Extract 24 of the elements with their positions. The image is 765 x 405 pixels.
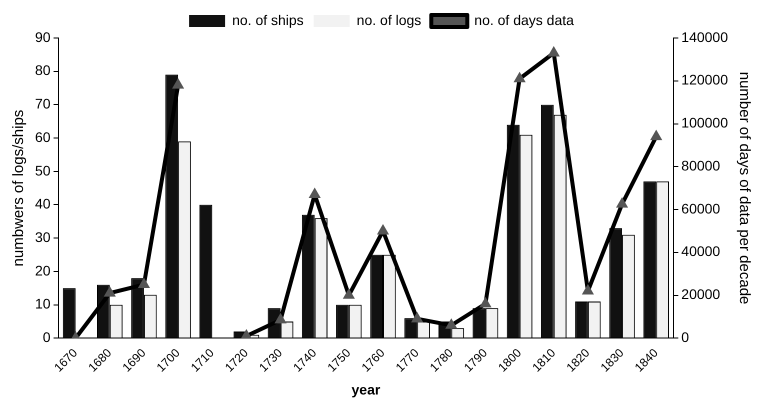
y2-tick-label: 40000 [681,243,720,260]
y2-tick-label: 120000 [681,72,728,88]
legend-label: no. of ships [232,12,304,28]
y-tick-label: 50 [34,162,51,178]
legend-label: no. of days data [474,12,574,28]
x-axis-title: year [352,381,381,398]
y-tick-label: 30 [34,228,51,245]
y-tick-label: 40 [34,196,51,212]
y-tick-label: 0 [42,329,51,345]
y-tick-label: 80 [34,62,51,78]
y2-tick-label: 20000 [681,286,720,302]
y2-tick-label: 140000 [681,28,728,45]
y2-axis-title: number of days of data per decade [736,72,753,304]
y2-tick-label: 80000 [681,157,720,174]
y-tick-label: 10 [34,296,51,312]
y2-tick-label: 60000 [681,200,720,216]
y2-tick-label: 0 [681,329,690,345]
y-tick-label: 20 [34,262,51,278]
y-tick-label: 70 [34,96,51,112]
legend-label: no. of logs [356,12,422,28]
y2-tick-label: 100000 [681,114,728,131]
y-tick-label: 60 [34,128,51,145]
y-axis-title: numbwers of logs/ships [10,110,28,266]
y-tick-label: 90 [34,28,51,45]
